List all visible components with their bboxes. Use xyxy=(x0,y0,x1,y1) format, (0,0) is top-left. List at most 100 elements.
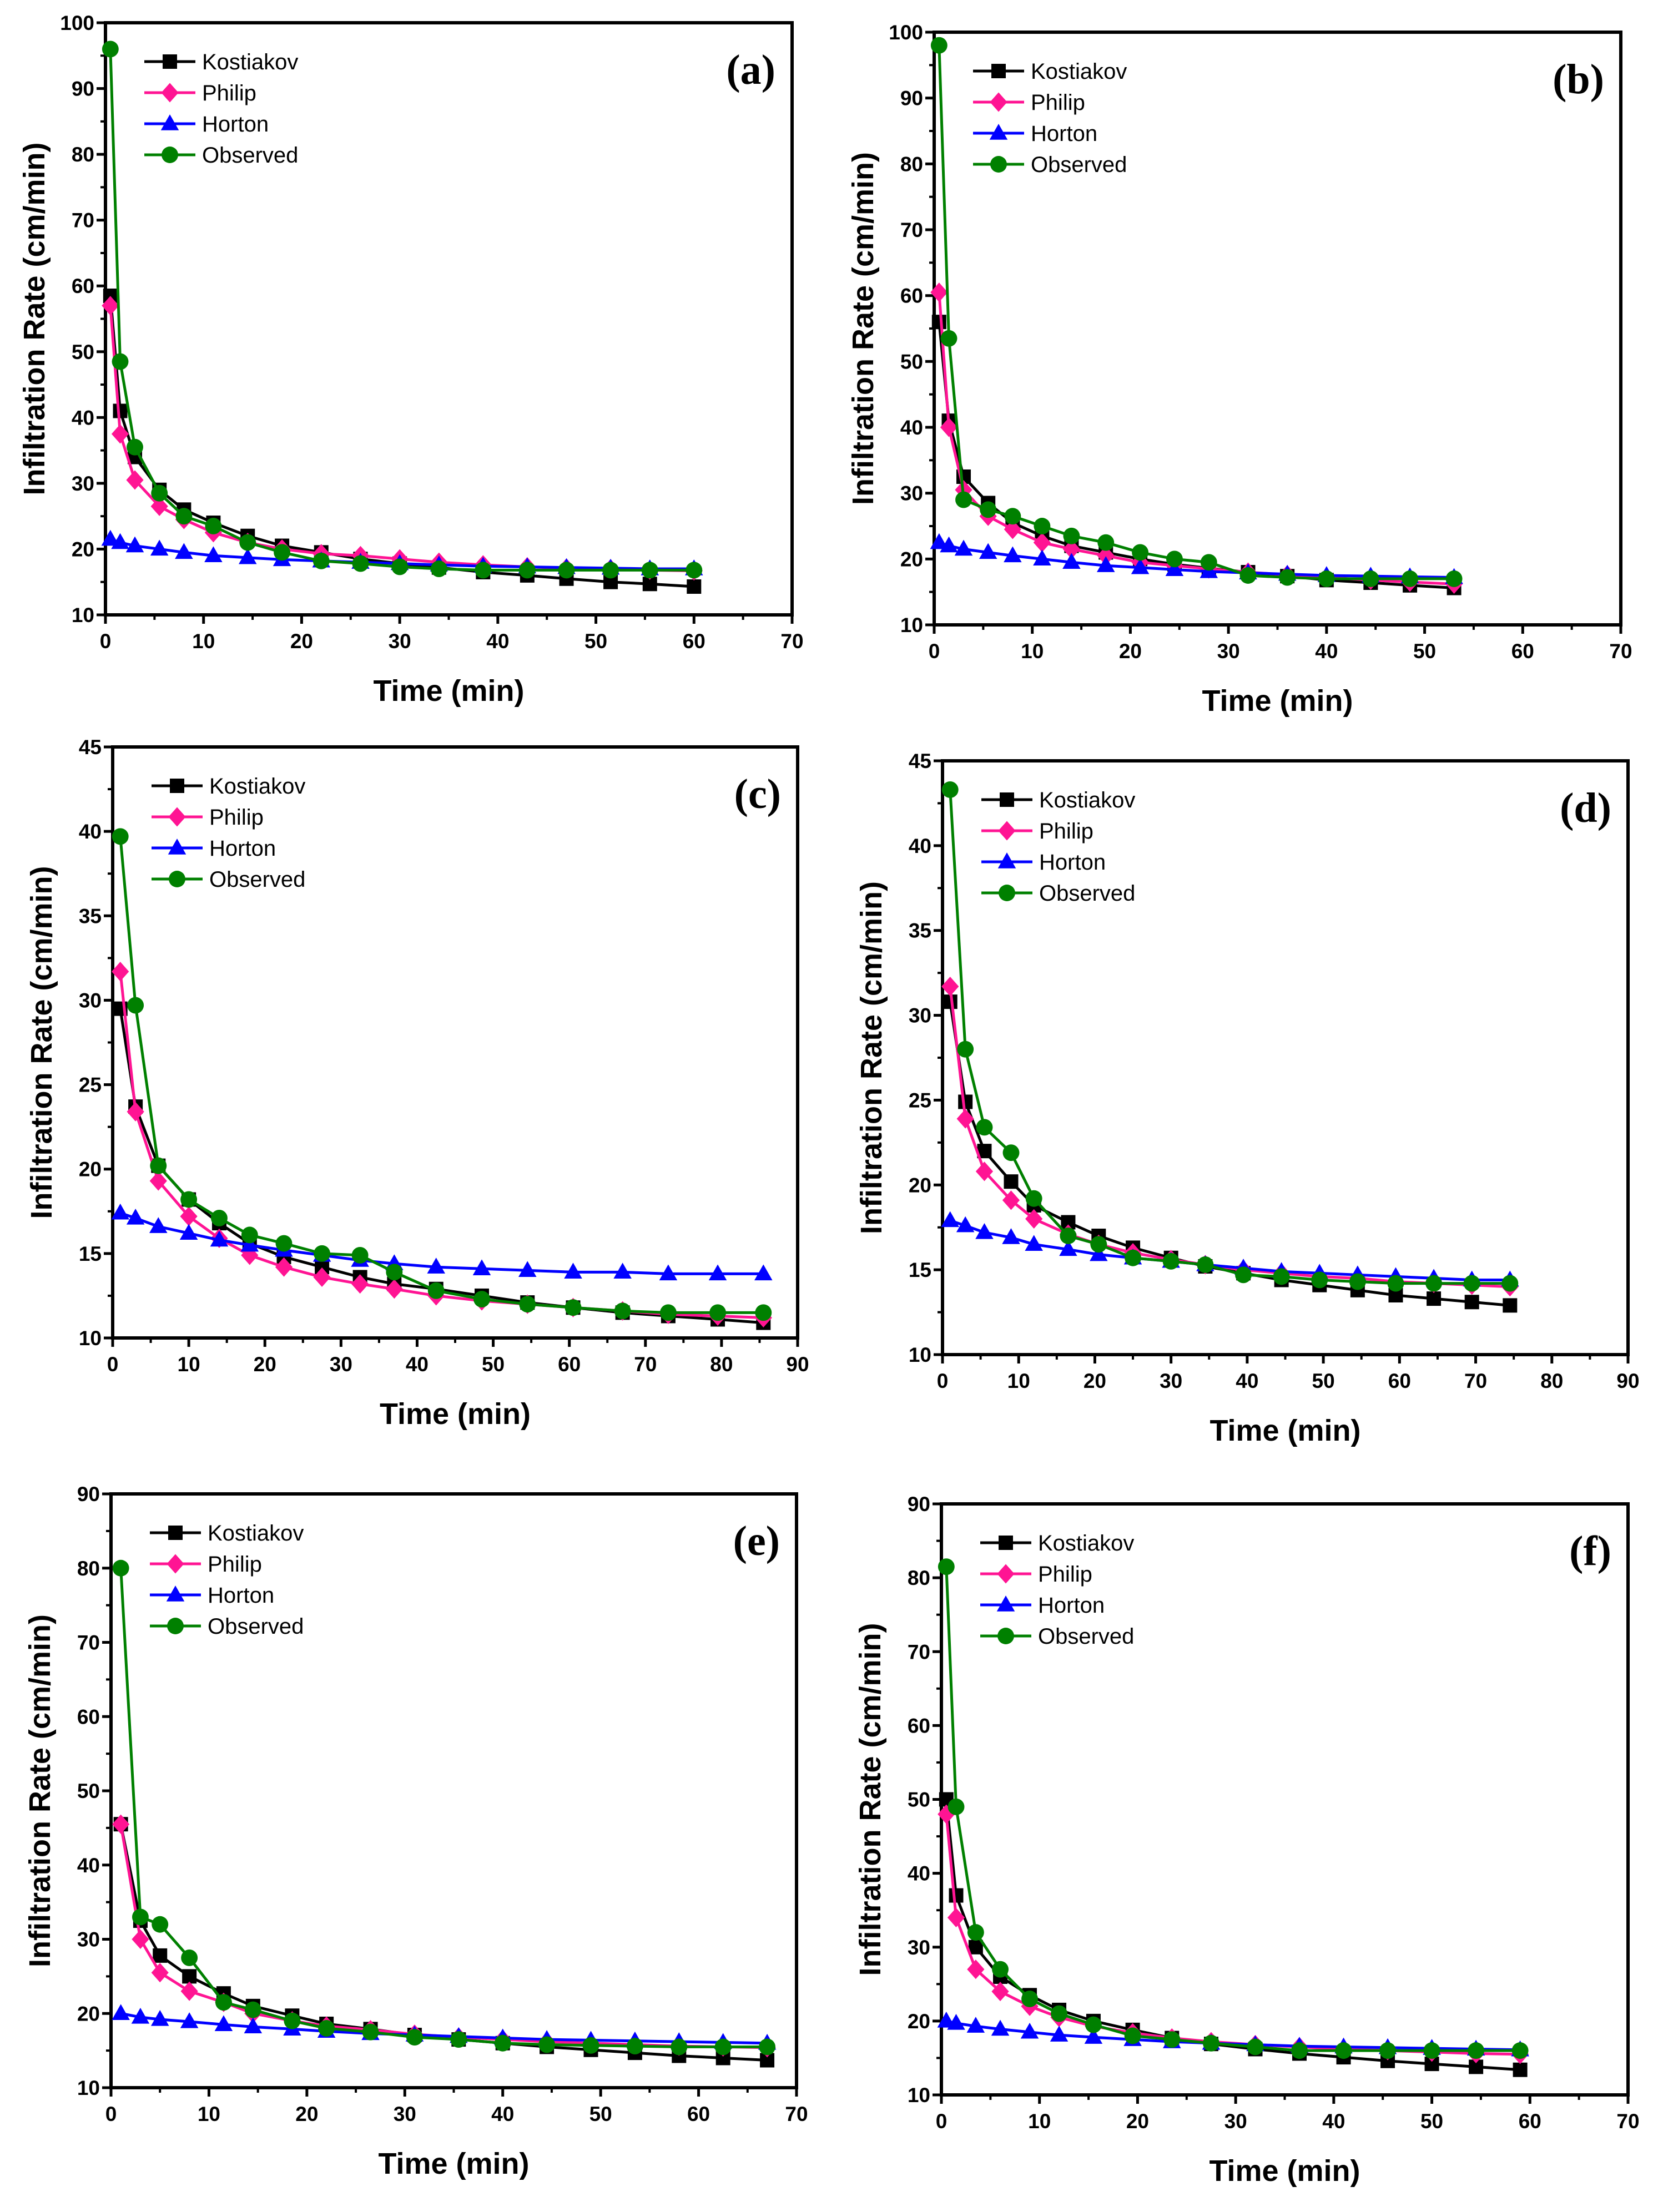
y-tick-label: 70 xyxy=(72,209,94,232)
data-point-observed xyxy=(406,2029,423,2046)
legend-label: Philip xyxy=(1031,90,1085,115)
data-point-observed xyxy=(686,562,703,579)
data-point-observed xyxy=(614,1302,631,1320)
data-point-horton xyxy=(204,546,223,562)
data-point-horton xyxy=(708,1264,727,1281)
data-point-observed xyxy=(1063,527,1080,544)
x-tick-label: 20 xyxy=(295,2103,318,2125)
legend-label: Kostiakov xyxy=(1031,59,1127,84)
data-point-observed xyxy=(1060,1228,1077,1244)
y-tick-label: 60 xyxy=(908,1714,930,1737)
chart-panel-c: 0 10 20 30 40 50 60 70 80 901015202530354045Time … xyxy=(25,736,809,1431)
legend-marker-kostiakov xyxy=(168,1526,183,1540)
data-point-observed xyxy=(181,1949,198,1966)
data-point-kostiakov xyxy=(968,1940,983,1955)
y-tick-label: 60 xyxy=(900,285,923,307)
data-point-horton xyxy=(1004,546,1022,563)
chart-panel-a: 0 10 20 30 40 50 60 70 10 20 30 40 50 60 70 80 90 100 Time… xyxy=(18,12,804,708)
legend: Kostiakov Philip Horton Observed xyxy=(981,788,1135,906)
x-tick-label: 0 xyxy=(929,640,940,663)
y-tick-label: 80 xyxy=(900,153,923,175)
data-point-observed xyxy=(641,562,658,579)
data-point-horton xyxy=(101,529,120,546)
data-point-observed xyxy=(427,1282,445,1299)
panel-label: (f) xyxy=(1569,1528,1611,1574)
y-tick-label: 10 xyxy=(79,1327,102,1350)
x-tick-label: 40 xyxy=(1322,2110,1345,2133)
y-tick-label: 20 xyxy=(79,1158,102,1181)
data-point-observed xyxy=(494,2034,511,2052)
data-point-observed xyxy=(313,552,330,569)
data-point-philip xyxy=(275,1257,293,1277)
series-observed xyxy=(102,41,703,579)
data-point-philip xyxy=(180,1981,198,2001)
data-point-observed xyxy=(1002,1144,1020,1161)
data-point-philip xyxy=(111,424,129,444)
data-point-observed xyxy=(215,1994,232,2011)
legend-marker-observed xyxy=(999,885,1015,901)
data-point-observed xyxy=(955,491,972,508)
series-philip xyxy=(930,282,1463,594)
x-tick-label: 60 xyxy=(1519,2110,1541,2133)
data-point-observed xyxy=(1132,544,1149,561)
data-point-observed xyxy=(386,1264,403,1281)
data-point-horton xyxy=(1025,1235,1043,1251)
data-point-observed xyxy=(112,353,129,370)
data-point-observed xyxy=(1025,1190,1042,1207)
data-point-observed xyxy=(239,534,256,551)
x-tick-label: 40 xyxy=(1315,640,1338,663)
data-point-horton xyxy=(1165,560,1184,577)
data-point-observed xyxy=(112,828,129,845)
legend-marker-horton xyxy=(989,124,1008,140)
y-tick-label: 20 xyxy=(72,538,94,560)
y-tick-label: 30 xyxy=(79,989,102,1012)
data-point-philip xyxy=(1062,539,1080,559)
data-point-kostiakov xyxy=(1004,1174,1019,1189)
data-point-observed xyxy=(1163,2031,1181,2048)
data-point-horton xyxy=(930,533,949,549)
x-tick-label: 10 xyxy=(178,1353,200,1376)
plot-frame xyxy=(111,745,799,1340)
data-point-horton xyxy=(941,1211,959,1228)
data-point-observed xyxy=(538,2036,556,2053)
data-point-philip xyxy=(1004,519,1021,539)
y-tick-label: 30 xyxy=(909,1004,931,1027)
data-point-philip xyxy=(940,417,958,437)
y-tick-label: 90 xyxy=(900,87,923,110)
data-point-observed xyxy=(450,2031,467,2048)
y-tick-label: 70 xyxy=(77,1632,100,1654)
data-point-observed xyxy=(1203,2034,1219,2052)
data-point-horton xyxy=(150,2010,169,2026)
data-point-kostiakov xyxy=(958,1094,973,1109)
x-tick-label: 50 xyxy=(1312,1370,1335,1392)
legend-marker-observed xyxy=(167,1618,184,1634)
data-point-philip xyxy=(947,1907,965,1928)
chart-panel-b: 0 10 20 30 40 50 60 70 10 20 30 40 50 60 70 80 90 100 Time… xyxy=(846,21,1632,718)
x-tick-label: 60 xyxy=(683,630,705,653)
data-point-kostiakov xyxy=(687,579,702,594)
legend-marker-kostiakov xyxy=(999,1536,1013,1550)
x-tick-label: 50 xyxy=(589,2103,612,2125)
data-point-philip xyxy=(180,1206,198,1226)
legend-marker-observed xyxy=(997,1628,1014,1644)
x-axis-title: Time (min) xyxy=(380,1397,531,1431)
data-point-observed xyxy=(351,1246,369,1264)
y-tick-label: 20 xyxy=(900,548,923,570)
data-point-horton xyxy=(1131,558,1150,574)
data-point-philip xyxy=(351,1274,369,1294)
legend-label: Observed xyxy=(208,1614,304,1639)
data-point-kostiakov xyxy=(1513,2062,1528,2077)
legend-marker-philip xyxy=(990,92,1007,112)
y-tick-label: 45 xyxy=(909,750,931,772)
data-point-observed xyxy=(1162,1253,1180,1270)
data-point-horton xyxy=(1090,1245,1108,1261)
series-horton xyxy=(111,1203,773,1281)
legend-label: Philip xyxy=(1038,1562,1092,1587)
data-point-observed xyxy=(151,484,168,502)
data-point-observed xyxy=(1425,1275,1443,1292)
x-tick-label: 80 xyxy=(710,1353,733,1376)
x-tick-label: 10 xyxy=(1007,1370,1030,1392)
data-point-observed xyxy=(352,555,369,572)
x-tick-label: 60 xyxy=(1511,640,1534,663)
